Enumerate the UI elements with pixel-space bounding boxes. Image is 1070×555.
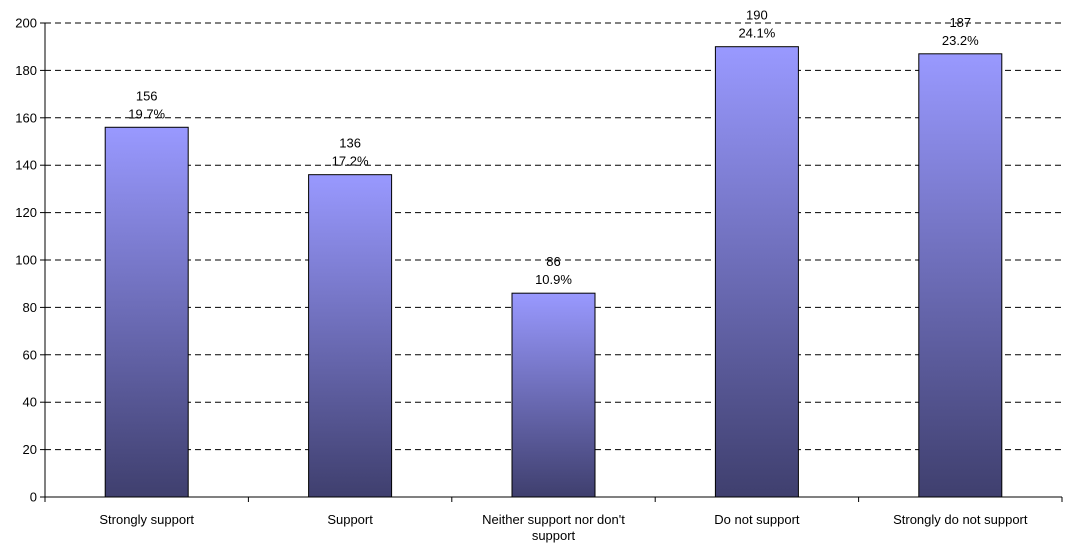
bar <box>104 126 189 498</box>
y-tick-label: 20 <box>23 442 37 457</box>
bar-value-label: 190 <box>746 8 768 23</box>
labels: 0 20 40 60 80 100 120 140 160 180 200 156 19.7% Stron… <box>15 8 1028 543</box>
bar <box>918 53 1003 498</box>
bar-percent-label: 23.2% <box>942 33 979 48</box>
y-tick-label: 140 <box>15 158 37 173</box>
bar-value-label: 156 <box>136 88 158 103</box>
x-category-label: Do not support <box>714 512 800 527</box>
y-tick-label: 120 <box>15 205 37 220</box>
bar <box>714 46 799 498</box>
y-tick-label: 0 <box>30 490 37 505</box>
bar-percent-label: 19.7% <box>128 106 165 121</box>
y-tick-label: 80 <box>23 300 37 315</box>
x-category-label: Strongly do not support <box>893 512 1028 527</box>
bar-percent-label: 24.1% <box>738 26 775 41</box>
y-tick-label: 160 <box>15 110 37 125</box>
bar-value-label: 187 <box>949 15 971 30</box>
bar-value-label: 86 <box>546 254 560 269</box>
y-tick-label: 40 <box>23 395 37 410</box>
x-category-label: Strongly support <box>99 512 194 527</box>
bar-percent-label: 17.2% <box>332 154 369 169</box>
bar <box>308 174 393 498</box>
bar <box>511 292 596 498</box>
y-tick-label: 180 <box>15 63 37 78</box>
bar-percent-label: 10.9% <box>535 272 572 287</box>
y-tick-label: 200 <box>15 16 37 31</box>
x-category-label: Neither support nor don't support <box>482 512 625 543</box>
y-tick-label: 60 <box>23 347 37 362</box>
bars <box>104 46 1003 498</box>
bar-value-label: 136 <box>339 136 361 151</box>
y-tick-label: 100 <box>15 253 37 268</box>
x-category-label: Support <box>327 512 373 527</box>
